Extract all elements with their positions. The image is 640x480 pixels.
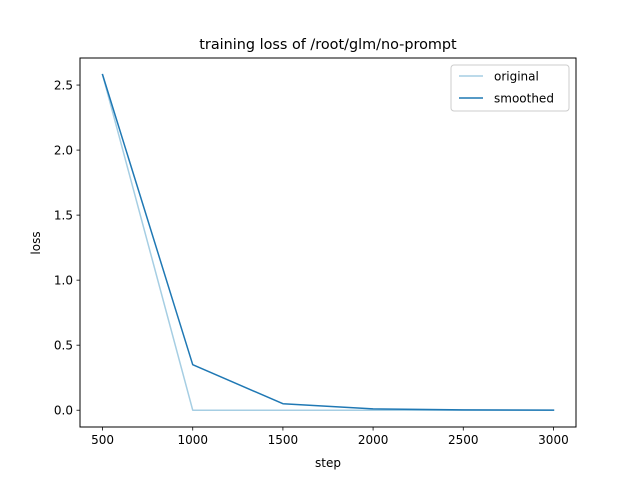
- y-tick-label: 1.5: [54, 208, 73, 222]
- y-tick-label: 2.5: [54, 78, 73, 92]
- x-tick-label: 1000: [177, 433, 208, 447]
- axes-frame: [79, 57, 577, 428]
- x-tick-label: 3000: [538, 433, 569, 447]
- plot-area: [79, 57, 577, 428]
- y-tick-label: 1.0: [54, 273, 73, 287]
- y-axis-ticks: 0.0 0.5 1.0 1.5 2.0 2.5: [54, 78, 80, 418]
- x-tick-label: 500: [91, 433, 114, 447]
- x-axis-label: step: [315, 456, 341, 470]
- x-tick-label: 2000: [358, 433, 389, 447]
- x-axis-ticks: 500 1000 1500 2000 2500 3000: [91, 427, 569, 447]
- x-tick-label: 1500: [268, 433, 299, 447]
- y-tick-label: 0.5: [54, 338, 73, 352]
- y-axis-label: loss: [29, 231, 43, 254]
- legend-label-smoothed: smoothed: [494, 92, 554, 106]
- series-line-smoothed: [101, 73, 555, 411]
- chart-title: training loss of /root/glm/no-prompt: [199, 37, 457, 53]
- y-tick-label: 2.0: [54, 143, 73, 157]
- legend: original smoothed: [450, 64, 570, 112]
- series-layer: [101, 73, 555, 411]
- legend-label-original: original: [494, 70, 539, 84]
- y-tick-label: 0.0: [54, 404, 73, 418]
- x-tick-label: 2500: [448, 433, 479, 447]
